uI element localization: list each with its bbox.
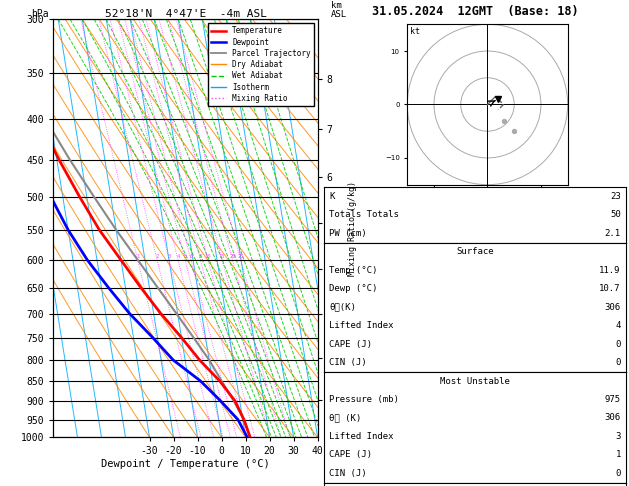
Text: 23: 23	[610, 192, 621, 201]
Text: 306: 306	[604, 303, 621, 312]
Text: 6: 6	[189, 255, 192, 260]
Text: CIN (J): CIN (J)	[329, 358, 367, 367]
Text: 1: 1	[615, 451, 621, 459]
Legend: Temperature, Dewpoint, Parcel Trajectory, Dry Adiabat, Wet Adiabat, Isotherm, Mi: Temperature, Dewpoint, Parcel Trajectory…	[208, 23, 314, 106]
Text: hPa: hPa	[31, 9, 48, 18]
Text: CAPE (J): CAPE (J)	[329, 451, 372, 459]
Text: 4: 4	[615, 321, 621, 330]
Title: 52°18'N  4°47'E  -4m ASL: 52°18'N 4°47'E -4m ASL	[104, 9, 267, 18]
Text: 15: 15	[219, 255, 225, 260]
Point	[509, 127, 519, 135]
Text: 0: 0	[615, 358, 621, 367]
Text: 0: 0	[615, 469, 621, 478]
Text: Surface: Surface	[456, 247, 494, 256]
Text: Temp (°C): Temp (°C)	[329, 266, 377, 275]
Point	[498, 117, 508, 124]
Text: Lifted Index: Lifted Index	[329, 321, 394, 330]
Text: 31.05.2024  12GMT  (Base: 18): 31.05.2024 12GMT (Base: 18)	[372, 5, 578, 18]
Text: 8: 8	[199, 255, 202, 260]
Text: 11.9: 11.9	[599, 266, 621, 275]
Text: θᴇ(K): θᴇ(K)	[329, 303, 356, 312]
Text: PW (cm): PW (cm)	[329, 229, 367, 238]
Text: 306: 306	[604, 414, 621, 422]
Text: 3: 3	[167, 255, 170, 260]
Text: kt: kt	[410, 27, 420, 36]
Text: LCL: LCL	[328, 430, 343, 439]
Text: K: K	[329, 192, 335, 201]
Text: Pressure (mb): Pressure (mb)	[329, 395, 399, 404]
Text: Mixing Ratio (g/kg): Mixing Ratio (g/kg)	[348, 181, 357, 276]
Text: km
ASL: km ASL	[331, 0, 347, 18]
Text: 2: 2	[155, 255, 159, 260]
Text: Dewp (°C): Dewp (°C)	[329, 284, 377, 293]
Text: 975: 975	[604, 395, 621, 404]
Text: 50: 50	[610, 210, 621, 219]
Text: 25: 25	[237, 255, 244, 260]
Text: Most Unstable: Most Unstable	[440, 377, 510, 385]
Text: Totals Totals: Totals Totals	[329, 210, 399, 219]
Text: CAPE (J): CAPE (J)	[329, 340, 372, 348]
Text: CIN (J): CIN (J)	[329, 469, 367, 478]
Text: 3: 3	[615, 432, 621, 441]
Text: 10.7: 10.7	[599, 284, 621, 293]
Text: 2.1: 2.1	[604, 229, 621, 238]
Text: 4: 4	[176, 255, 179, 260]
Text: 0: 0	[615, 340, 621, 348]
Text: θᴇ (K): θᴇ (K)	[329, 414, 361, 422]
Text: Lifted Index: Lifted Index	[329, 432, 394, 441]
Text: 5: 5	[183, 255, 187, 260]
Text: 1: 1	[136, 255, 139, 260]
Text: 20: 20	[229, 255, 236, 260]
X-axis label: Dewpoint / Temperature (°C): Dewpoint / Temperature (°C)	[101, 459, 270, 469]
Text: 10: 10	[204, 255, 211, 260]
